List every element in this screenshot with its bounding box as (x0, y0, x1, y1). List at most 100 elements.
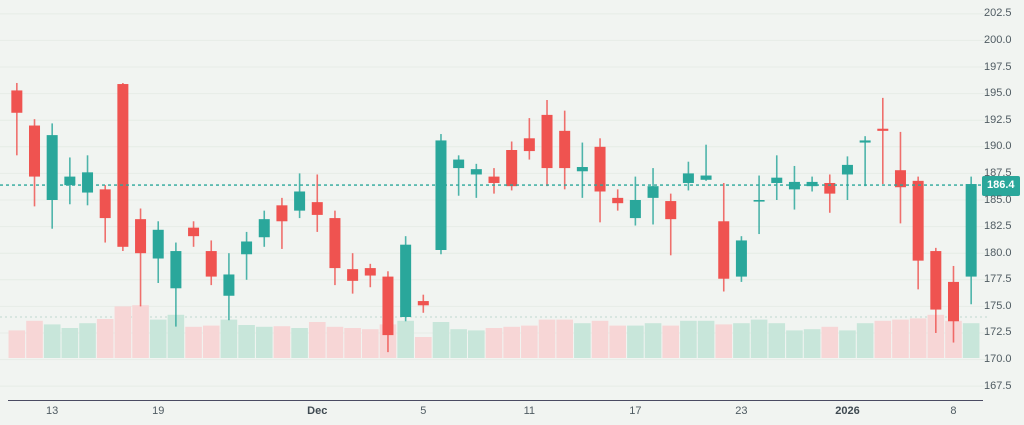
volume-bar (8, 330, 26, 358)
candle-body (46, 135, 58, 200)
volume-bar (821, 326, 839, 358)
date-tick-label: 19 (152, 405, 165, 417)
candle-body (506, 150, 518, 187)
candle-body (700, 175, 712, 180)
candle-body (841, 164, 853, 175)
price-tick-label: 200.0 (984, 33, 1012, 46)
candle-body (930, 251, 942, 310)
volume-bar (662, 325, 680, 358)
volume-bar (715, 324, 733, 358)
candle-body (594, 146, 606, 192)
volume-bar (361, 329, 379, 358)
volume-bar (132, 305, 149, 358)
candle-body (99, 189, 111, 219)
candle-body (29, 125, 41, 177)
candle-body (400, 244, 412, 318)
volume-bar (397, 320, 414, 358)
candle-body (135, 219, 147, 254)
candle-body (735, 240, 747, 277)
volume-bar (344, 328, 361, 358)
candle-body (824, 182, 836, 194)
candle-body (223, 274, 235, 296)
chart-canvas (0, 13, 990, 387)
volume-bar (468, 330, 485, 358)
date-tick-label: 8 (950, 405, 957, 417)
price-tick-label: 197.5 (984, 60, 1012, 73)
candle-body (82, 172, 94, 193)
candle-body (877, 128, 889, 131)
volume-bar (644, 323, 662, 358)
volume-bar (308, 322, 326, 358)
price-tick-label: 202.5 (984, 7, 1012, 20)
price-tick-label: 177.5 (984, 273, 1012, 286)
candle-body (718, 221, 730, 279)
volume-bar (185, 326, 202, 358)
volume-bar (415, 337, 432, 358)
date-tick-label: Dec (307, 405, 328, 417)
date-tick-label: 5 (420, 405, 427, 417)
candle-body (470, 169, 482, 175)
volume-bar (680, 320, 697, 358)
volume-bar (432, 322, 450, 358)
candle-body (205, 251, 217, 277)
volume-bar (167, 314, 185, 358)
volume-bar (839, 330, 856, 358)
volume-bar (574, 323, 591, 358)
candle-body (753, 200, 765, 202)
date-tick-label: 13 (46, 405, 59, 417)
candle-body (912, 180, 924, 261)
volume-bar (768, 323, 786, 358)
volume-bar (733, 323, 750, 358)
plot-area[interactable] (0, 0, 990, 400)
candle-body (241, 241, 253, 255)
volume-bar (874, 320, 892, 358)
candle-body (117, 84, 129, 247)
candle-body (170, 251, 182, 289)
candle-body (629, 200, 641, 219)
candle-body (771, 177, 783, 183)
date-tick-label: 17 (629, 405, 642, 417)
volume-bar (627, 325, 644, 358)
candle-body (682, 173, 694, 183)
current-price-badge: 186.4 (982, 175, 1020, 196)
price-tick-label: 185.0 (984, 193, 1012, 206)
candle-body (576, 167, 588, 172)
candle-body (965, 184, 977, 277)
date-axis: 1319Dec511172320268142127Feb6 (0, 402, 990, 425)
volume-bar (450, 329, 467, 358)
candle-body (417, 301, 429, 306)
price-tick-label: 182.5 (984, 220, 1012, 233)
price-tick-label: 172.5 (984, 326, 1012, 339)
candle-body (559, 130, 571, 169)
candle-body (347, 269, 359, 281)
x-axis-line (8, 400, 983, 401)
price-tick-label: 187.5 (984, 166, 1012, 179)
volume-bar (803, 329, 821, 358)
volume-bar (485, 328, 503, 358)
candle-body (894, 170, 906, 188)
price-axis: 186.4 202.5 200.0 197.5 195.0 192.5 190.0 187.… (980, 0, 1024, 400)
candle-body (329, 218, 341, 269)
volume-bar (114, 306, 132, 358)
volume-bar (521, 325, 538, 358)
candle-body (435, 140, 447, 250)
price-tick-label: 167.5 (984, 379, 1012, 392)
volume-bar (255, 326, 273, 358)
candle-body (364, 268, 376, 276)
date-tick-label: 11 (523, 405, 536, 417)
price-tick-label: 170.0 (984, 353, 1012, 366)
volume-bar (856, 323, 874, 358)
candle-body (523, 138, 535, 152)
candle-body (276, 205, 288, 222)
volume-bar (61, 328, 79, 358)
price-tick-label: 195.0 (984, 87, 1012, 100)
candle-body (859, 140, 871, 143)
volume-bar (697, 320, 715, 358)
volume-bar (750, 319, 768, 358)
date-tick-label: 2026 (835, 405, 860, 417)
volume-bar (591, 320, 609, 358)
price-tick-label: 190.0 (984, 140, 1012, 153)
candle-body (188, 227, 200, 237)
candle-body (152, 229, 164, 259)
